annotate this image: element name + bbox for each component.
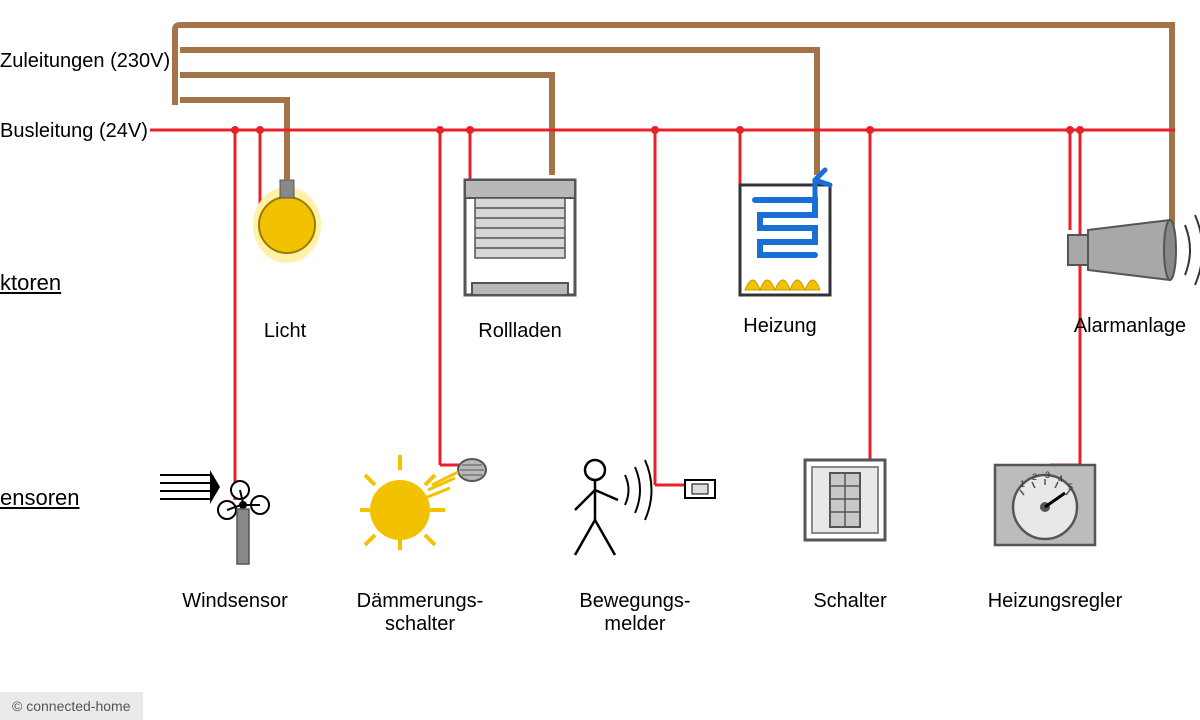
power-label: Zuleitungen (230V) (0, 50, 170, 73)
rollladen-icon (460, 175, 580, 305)
daemmerung-icon (350, 440, 500, 550)
schalter-label: Schalter (770, 590, 930, 613)
alarm-label: Alarmanlage (1050, 315, 1200, 338)
bus-label: Busleitung (24V) (0, 120, 148, 143)
svg-text:3: 3 (1045, 470, 1050, 480)
copyright-label: © connected-home (0, 692, 143, 720)
windsensor-icon (155, 455, 285, 575)
licht-label: Licht (205, 320, 365, 343)
alarm-icon (1060, 215, 1200, 295)
daemmerung-label: Dämmerungs- schalter (340, 590, 500, 636)
licht-icon (250, 170, 330, 290)
svg-text:1: 1 (1020, 479, 1025, 489)
windsensor-label: Windsensor (155, 590, 315, 613)
bewegung-label: Bewegungs- melder (555, 590, 715, 636)
actuators-category-label: ktoren (0, 270, 61, 296)
schalter-icon (800, 455, 890, 545)
heizregler-label: Heizungsregler (975, 590, 1135, 613)
diagram-canvas: Zuleitungen (230V) Busleitung (24V) ktor… (0, 0, 1200, 720)
rollladen-label: Rollladen (440, 320, 600, 343)
heizung-icon (735, 170, 845, 300)
svg-text:4: 4 (1058, 474, 1063, 484)
sensors-category-label: ensoren (0, 485, 80, 511)
heizung-label: Heizung (700, 315, 860, 338)
bewegung-icon (560, 445, 730, 565)
svg-text:2: 2 (1032, 472, 1037, 482)
heizregler-icon: 1 2 3 4 5 (990, 455, 1100, 550)
